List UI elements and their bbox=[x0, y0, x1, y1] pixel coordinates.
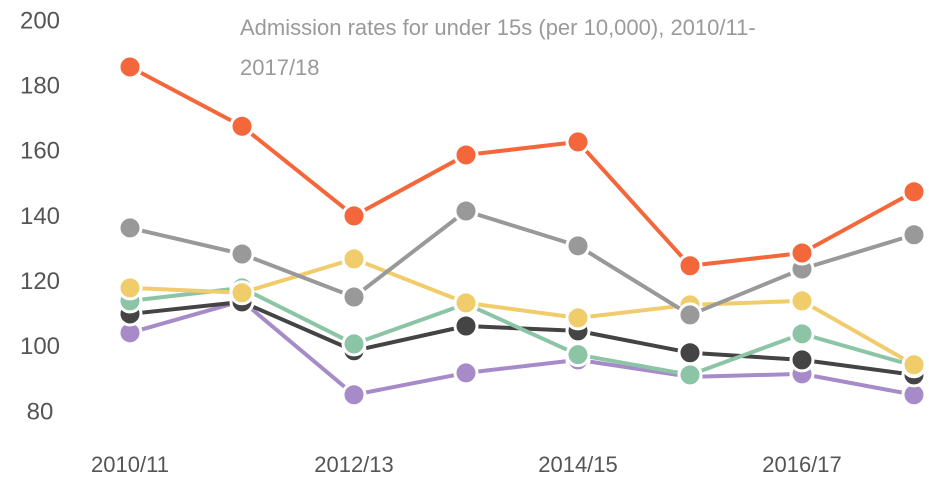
data-point bbox=[117, 215, 143, 241]
y-tick-label: 180 bbox=[20, 73, 60, 100]
data-point bbox=[117, 54, 143, 80]
data-point bbox=[901, 179, 927, 205]
data-point bbox=[901, 352, 927, 378]
y-tick-label: 140 bbox=[20, 203, 60, 230]
data-point bbox=[453, 313, 479, 339]
data-point bbox=[341, 246, 367, 272]
data-point bbox=[789, 240, 815, 266]
data-point bbox=[341, 203, 367, 229]
data-point bbox=[677, 340, 703, 366]
y-tick-label: 160 bbox=[20, 138, 60, 165]
data-point bbox=[341, 331, 367, 357]
data-point bbox=[453, 360, 479, 386]
data-point bbox=[789, 321, 815, 347]
data-point bbox=[565, 129, 591, 155]
y-tick-label: 80 bbox=[27, 398, 54, 425]
data-point bbox=[453, 290, 479, 316]
data-point bbox=[789, 347, 815, 373]
data-point bbox=[117, 275, 143, 301]
data-point bbox=[341, 382, 367, 408]
data-point bbox=[229, 280, 255, 306]
series-line bbox=[129, 256, 915, 367]
y-tick-label: 100 bbox=[20, 333, 60, 360]
x-tick-label: 2012/13 bbox=[314, 452, 394, 477]
series-line bbox=[129, 208, 915, 317]
data-point bbox=[453, 198, 479, 224]
data-point bbox=[341, 284, 367, 310]
data-point bbox=[229, 241, 255, 267]
series-line bbox=[129, 298, 915, 397]
chart-title: Admission rates for under 15s (per 10,00… bbox=[240, 15, 756, 80]
data-point bbox=[677, 362, 703, 388]
x-tick-label: 2010/11 bbox=[91, 452, 169, 477]
y-tick-label: 200 bbox=[20, 7, 60, 34]
y-tick-label: 120 bbox=[20, 268, 60, 295]
data-point bbox=[565, 342, 591, 368]
x-tick-label: 2014/15 bbox=[538, 452, 618, 477]
x-tick-label: 2016/17 bbox=[762, 452, 842, 477]
data-point bbox=[789, 288, 815, 314]
data-point bbox=[565, 233, 591, 259]
series-line bbox=[129, 65, 915, 268]
data-point bbox=[229, 113, 255, 139]
data-point bbox=[677, 302, 703, 328]
data-point bbox=[677, 253, 703, 279]
data-point bbox=[453, 142, 479, 168]
data-point bbox=[565, 305, 591, 331]
series-line bbox=[129, 285, 915, 377]
data-point bbox=[901, 222, 927, 248]
